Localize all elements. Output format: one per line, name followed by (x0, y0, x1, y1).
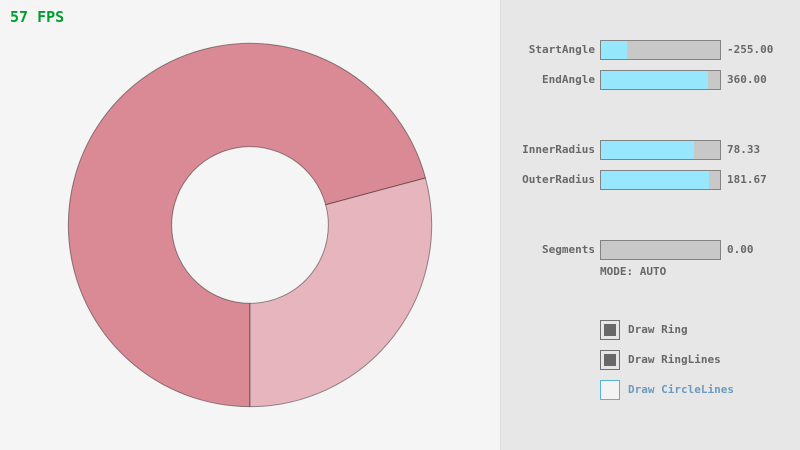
segments-label: Segments (542, 243, 595, 256)
draw-ring-checkbox[interactable] (600, 320, 620, 340)
draw-circlelines-label: Draw CircleLines (628, 383, 734, 396)
outer-radius-slider[interactable] (600, 170, 721, 190)
inner-radius-label: InnerRadius (522, 143, 595, 156)
start-angle-label: StartAngle (528, 43, 595, 56)
checkbox-row-draw-circlelines: Draw CircleLines (501, 380, 800, 400)
draw-ring-label: Draw Ring (628, 323, 688, 336)
segments-value: 0.00 (727, 243, 754, 256)
check-mark (604, 354, 616, 366)
slider-fill (601, 41, 627, 59)
checkbox-row-draw-ringlines: Draw RingLines (501, 350, 800, 370)
segments-slider[interactable] (600, 240, 721, 260)
mode-label: MODE: AUTO (600, 265, 667, 278)
slider-row-start-angle: StartAngle -255.00 (501, 40, 800, 60)
slider-row-inner-radius: InnerRadius 78.33 (501, 140, 800, 160)
start-angle-value: -255.00 (727, 43, 774, 56)
checkbox-row-draw-ring: Draw Ring (501, 320, 800, 340)
inner-radius-value: 78.33 (727, 143, 761, 156)
draw-circlelines-checkbox[interactable] (600, 380, 620, 400)
slider-fill (601, 141, 695, 159)
slider-fill (601, 171, 710, 189)
draw-ringlines-checkbox[interactable] (600, 350, 620, 370)
end-angle-label: EndAngle (542, 73, 595, 86)
slider-row-segments: Segments 0.00 (501, 240, 800, 260)
slider-fill (601, 71, 709, 89)
slider-row-end-angle: EndAngle 360.00 (501, 70, 800, 90)
check-mark (604, 324, 616, 336)
start-angle-slider[interactable] (600, 40, 721, 60)
slider-row-outer-radius: OuterRadius 181.67 (501, 170, 800, 190)
end-angle-value: 360.00 (727, 73, 767, 86)
outer-radius-value: 181.67 (727, 173, 767, 186)
end-angle-slider[interactable] (600, 70, 721, 90)
outer-radius-label: OuterRadius (522, 173, 595, 186)
control-panel: StartAngle -255.00 EndAngle 360.00 Inner… (500, 0, 800, 450)
draw-ringlines-label: Draw RingLines (628, 353, 721, 366)
fps-counter: 57 FPS (10, 8, 65, 26)
inner-radius-slider[interactable] (600, 140, 721, 160)
